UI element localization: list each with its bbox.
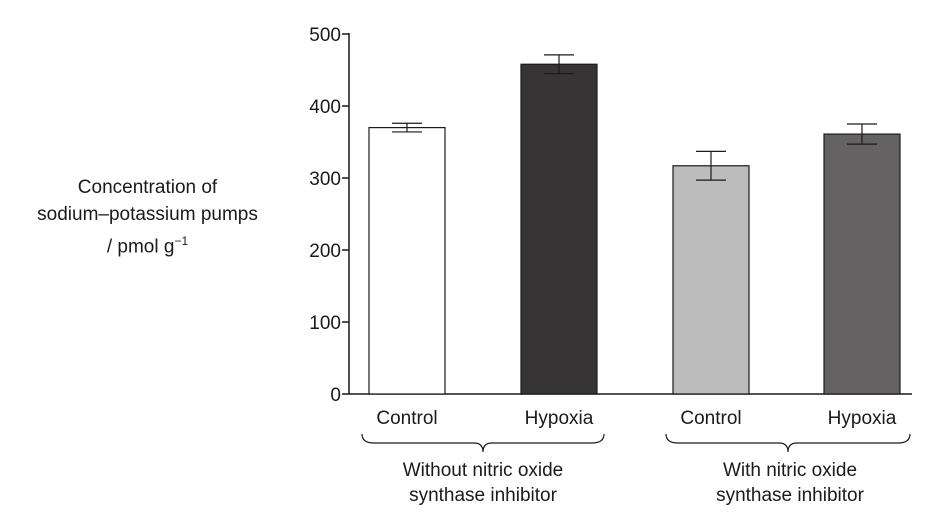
- group-label-with-inhibitor: With nitric oxide synthase inhibitor: [660, 458, 920, 508]
- bar: [672, 165, 750, 395]
- y-axis-label: Concentration of sodium–potassium pumps …: [10, 174, 285, 260]
- bar: [520, 63, 598, 395]
- y-axis-unit-superscript: −1: [174, 234, 189, 248]
- y-axis-unit: / pmol g: [106, 236, 175, 258]
- group-brace: [665, 433, 911, 453]
- y-tick-label: 500: [309, 25, 341, 46]
- y-axis-label-line-1: Concentration of: [77, 177, 218, 198]
- y-axis-label-line-2: sodium–potassium pumps: [37, 204, 258, 225]
- x-tick-label: Control: [376, 408, 437, 429]
- y-tick-label: 0: [330, 385, 341, 406]
- group-brace: [361, 433, 605, 453]
- y-tick-label: 400: [309, 97, 341, 118]
- x-tick-label: Control: [680, 408, 741, 429]
- y-tick-label: 300: [309, 169, 341, 190]
- group-label-line: synthase inhibitor: [716, 485, 864, 506]
- group-label-line: With nitric oxide: [722, 460, 858, 481]
- x-tick-label: Hypoxia: [828, 408, 897, 429]
- bar: [368, 126, 446, 395]
- x-tick-label: Hypoxia: [525, 408, 594, 429]
- y-tick-label: 200: [309, 241, 341, 262]
- y-tick-label: 100: [309, 313, 341, 334]
- bar: [823, 133, 901, 395]
- group-label-without-inhibitor: Without nitric oxide synthase inhibitor: [353, 458, 613, 508]
- group-label-line: synthase inhibitor: [409, 485, 557, 506]
- group-label-line: Without nitric oxide: [402, 460, 564, 481]
- y-axis-label-line-3: / pmol g−1: [10, 228, 285, 260]
